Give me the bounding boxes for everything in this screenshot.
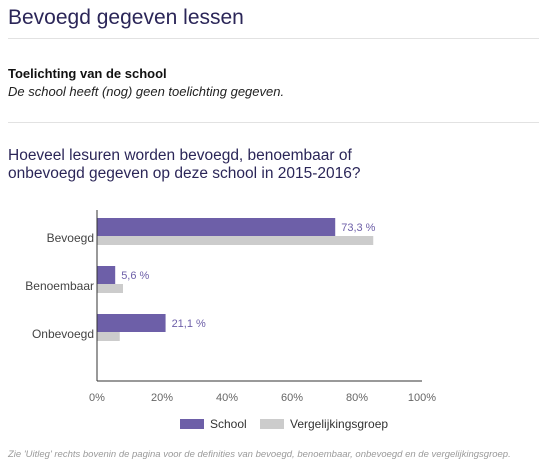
x-tick-label: 60% — [281, 392, 303, 404]
bar-school-onbevoegd — [97, 314, 166, 332]
bar-vergelijkingsgroep-onbevoegd — [97, 332, 120, 341]
bar-vergelijkingsgroep-benoembaar — [97, 284, 123, 293]
explanation-text: De school heeft (nog) geen toelichting g… — [8, 84, 285, 99]
x-tick-label: 100% — [408, 392, 436, 404]
x-tick-label: 80% — [346, 392, 368, 404]
bar-vergelijkingsgroep-bevoegd — [97, 236, 374, 245]
explanation-heading: Toelichting van de school — [8, 66, 167, 81]
divider-middle — [8, 122, 539, 123]
divider-top — [8, 38, 539, 39]
chart-question: Hoeveel lesuren worden bevoegd, benoemba… — [8, 147, 361, 182]
footnote: Zie 'Uitleg' rechts bovenin de pagina vo… — [8, 449, 511, 460]
data-label-onbevoegd: 21,1 % — [172, 318, 206, 330]
legend-label-vergelijkingsgroep: Vergelijkingsgroep — [290, 417, 388, 431]
page-title: Bevoegd gegeven lessen — [8, 6, 244, 29]
bar-school-benoembaar — [97, 266, 116, 284]
category-label-bevoegd: Bevoegd — [47, 231, 94, 245]
x-tick-label: 20% — [151, 392, 173, 404]
data-label-bevoegd: 73,3 % — [341, 222, 375, 234]
bar-school-bevoegd — [97, 218, 336, 236]
data-label-benoembaar: 5,6 % — [121, 270, 149, 282]
x-tick-label: 40% — [216, 392, 238, 404]
x-tick-label: 0% — [89, 392, 105, 404]
legend-swatch-vergelijkingsgroep — [260, 419, 284, 429]
legend-label-school: School — [210, 417, 247, 431]
category-label-benoembaar: Benoembaar — [25, 279, 94, 293]
bar-chart: Bevoegd Benoembaar Onbevoegd 73,3 % 5,6 % 21… — [25, 210, 436, 431]
category-label-onbevoegd: Onbevoegd — [32, 327, 94, 341]
legend-swatch-school — [180, 419, 204, 429]
